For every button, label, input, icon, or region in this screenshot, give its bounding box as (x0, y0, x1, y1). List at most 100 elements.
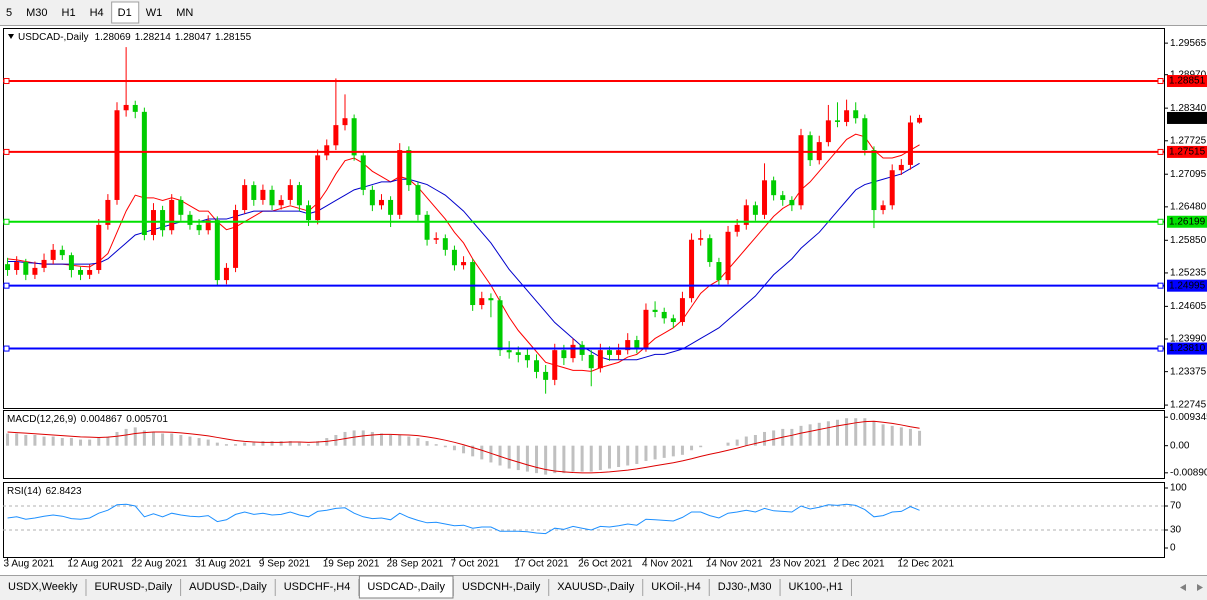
candle-body (442, 238, 448, 250)
x-tick-label: 9 Sep 2021 (259, 559, 311, 570)
macd-bar (170, 433, 174, 446)
macd-bar (507, 445, 511, 469)
candle-body (771, 180, 777, 196)
candle-body (406, 150, 412, 186)
macd-bar (589, 445, 593, 472)
y-tick-label: 0.00 (1170, 440, 1190, 451)
candle-body (114, 110, 120, 200)
candle-body (853, 110, 859, 119)
macd-bar (51, 436, 55, 446)
candle-body (242, 185, 248, 211)
macd-title: MACD(12,26,9) (7, 414, 76, 425)
candle-body (616, 350, 622, 355)
candle-body (196, 224, 202, 231)
tab-label[interactable]: USDCHF-,H4 (284, 581, 351, 593)
candle-body (789, 199, 795, 206)
candle-body (825, 120, 831, 143)
tab-label[interactable]: USDCAD-,Daily (367, 581, 445, 593)
level-label-box (1167, 75, 1207, 88)
macd-bar (826, 421, 830, 446)
macd-bar (352, 430, 356, 446)
timeframe-label[interactable]: D1 (118, 7, 132, 19)
tab-label[interactable]: AUDUSD-,Daily (189, 581, 267, 593)
candle-body (415, 185, 421, 215)
x-tick-label: 7 Oct 2021 (450, 559, 499, 570)
candle-body (716, 262, 722, 281)
high-value: 1.28214 (135, 32, 172, 43)
macd-bar (215, 442, 219, 446)
timeframe-label[interactable]: 5 (6, 7, 12, 19)
candle-body (369, 189, 375, 206)
candle-body (160, 210, 166, 231)
candle-body (41, 259, 47, 268)
candle-body (707, 238, 713, 263)
timeframe-label[interactable]: MN (176, 7, 193, 19)
candle-body (14, 262, 20, 271)
level-handle (3, 148, 10, 155)
macd-bar (24, 435, 28, 446)
macd-bar (607, 445, 611, 469)
macd-bar (6, 433, 10, 446)
macd-bar (115, 431, 119, 446)
tab-label[interactable]: USDCNH-,Daily (462, 581, 541, 593)
candle-body (515, 352, 521, 355)
macd-bar (33, 435, 37, 446)
timeframe-label[interactable]: H4 (90, 7, 104, 19)
rsi-header: RSI(14) 62.8423 (7, 486, 82, 497)
candle-body (287, 185, 293, 200)
timeframe-label[interactable]: H1 (62, 7, 76, 19)
macd-bar (525, 445, 529, 472)
level-handle (3, 218, 10, 225)
scroll-left[interactable] (1180, 584, 1186, 591)
macd-bar (763, 431, 767, 446)
y-tick-label: 1.26480 (1170, 201, 1207, 212)
macd-bar (279, 441, 283, 446)
level-handle (3, 282, 10, 289)
tab-label[interactable]: XAUUSD-,Daily (557, 581, 635, 593)
y-tick-label: 30 (1170, 525, 1182, 536)
tab-label[interactable]: EURUSD-,Daily (94, 581, 172, 593)
candle-body (561, 350, 567, 359)
candle-body (397, 150, 403, 215)
tab-label[interactable]: DJ30-,M30 (718, 581, 772, 593)
x-tick-label: 17 Oct 2021 (514, 559, 569, 570)
candle-body (798, 135, 804, 206)
scroll-right[interactable] (1197, 584, 1203, 591)
macd-bar (535, 445, 539, 474)
candle-body (23, 262, 29, 275)
timeframe-label[interactable]: M30 (26, 7, 47, 19)
macd-bar (124, 428, 128, 446)
tab-label[interactable]: UKOil-,H4 (651, 581, 701, 593)
candle-body (251, 185, 257, 200)
chart-tabs: USDX,Weekly EURUSD-,Daily AUDUSD-,Daily USD… (0, 575, 1207, 600)
candle-body (780, 195, 786, 200)
macd-bar (379, 433, 383, 446)
level-handle (1157, 78, 1164, 85)
y-tick-label: 70 (1170, 501, 1182, 512)
macd-bar (653, 445, 657, 460)
candle-body (123, 104, 129, 111)
candle-body (233, 210, 239, 268)
rsi-line (7, 503, 920, 535)
tabs-background (0, 575, 1207, 600)
rsi-title: RSI(14) (7, 486, 41, 497)
timeframe-label[interactable]: W1 (146, 7, 163, 19)
tab-label[interactable]: USDX,Weekly (8, 581, 78, 593)
candle-body (5, 264, 11, 271)
candle-body (552, 350, 558, 380)
macd-bar (398, 435, 402, 446)
macd-bar (553, 445, 557, 474)
macd-bar (899, 427, 903, 446)
candle-body (625, 340, 631, 351)
macd-bar (161, 433, 165, 446)
tab-label[interactable]: UK100-,H1 (789, 581, 843, 593)
candle-body (68, 255, 74, 271)
macd-bar (297, 442, 301, 446)
macd-bar (817, 422, 821, 446)
candle-body (898, 164, 904, 171)
macd-bar (881, 424, 885, 446)
timeframe-button[interactable] (111, 1, 140, 24)
candle-body (470, 262, 476, 306)
y-tick-label: 1.27725 (1170, 135, 1207, 146)
candle-body (689, 239, 695, 299)
